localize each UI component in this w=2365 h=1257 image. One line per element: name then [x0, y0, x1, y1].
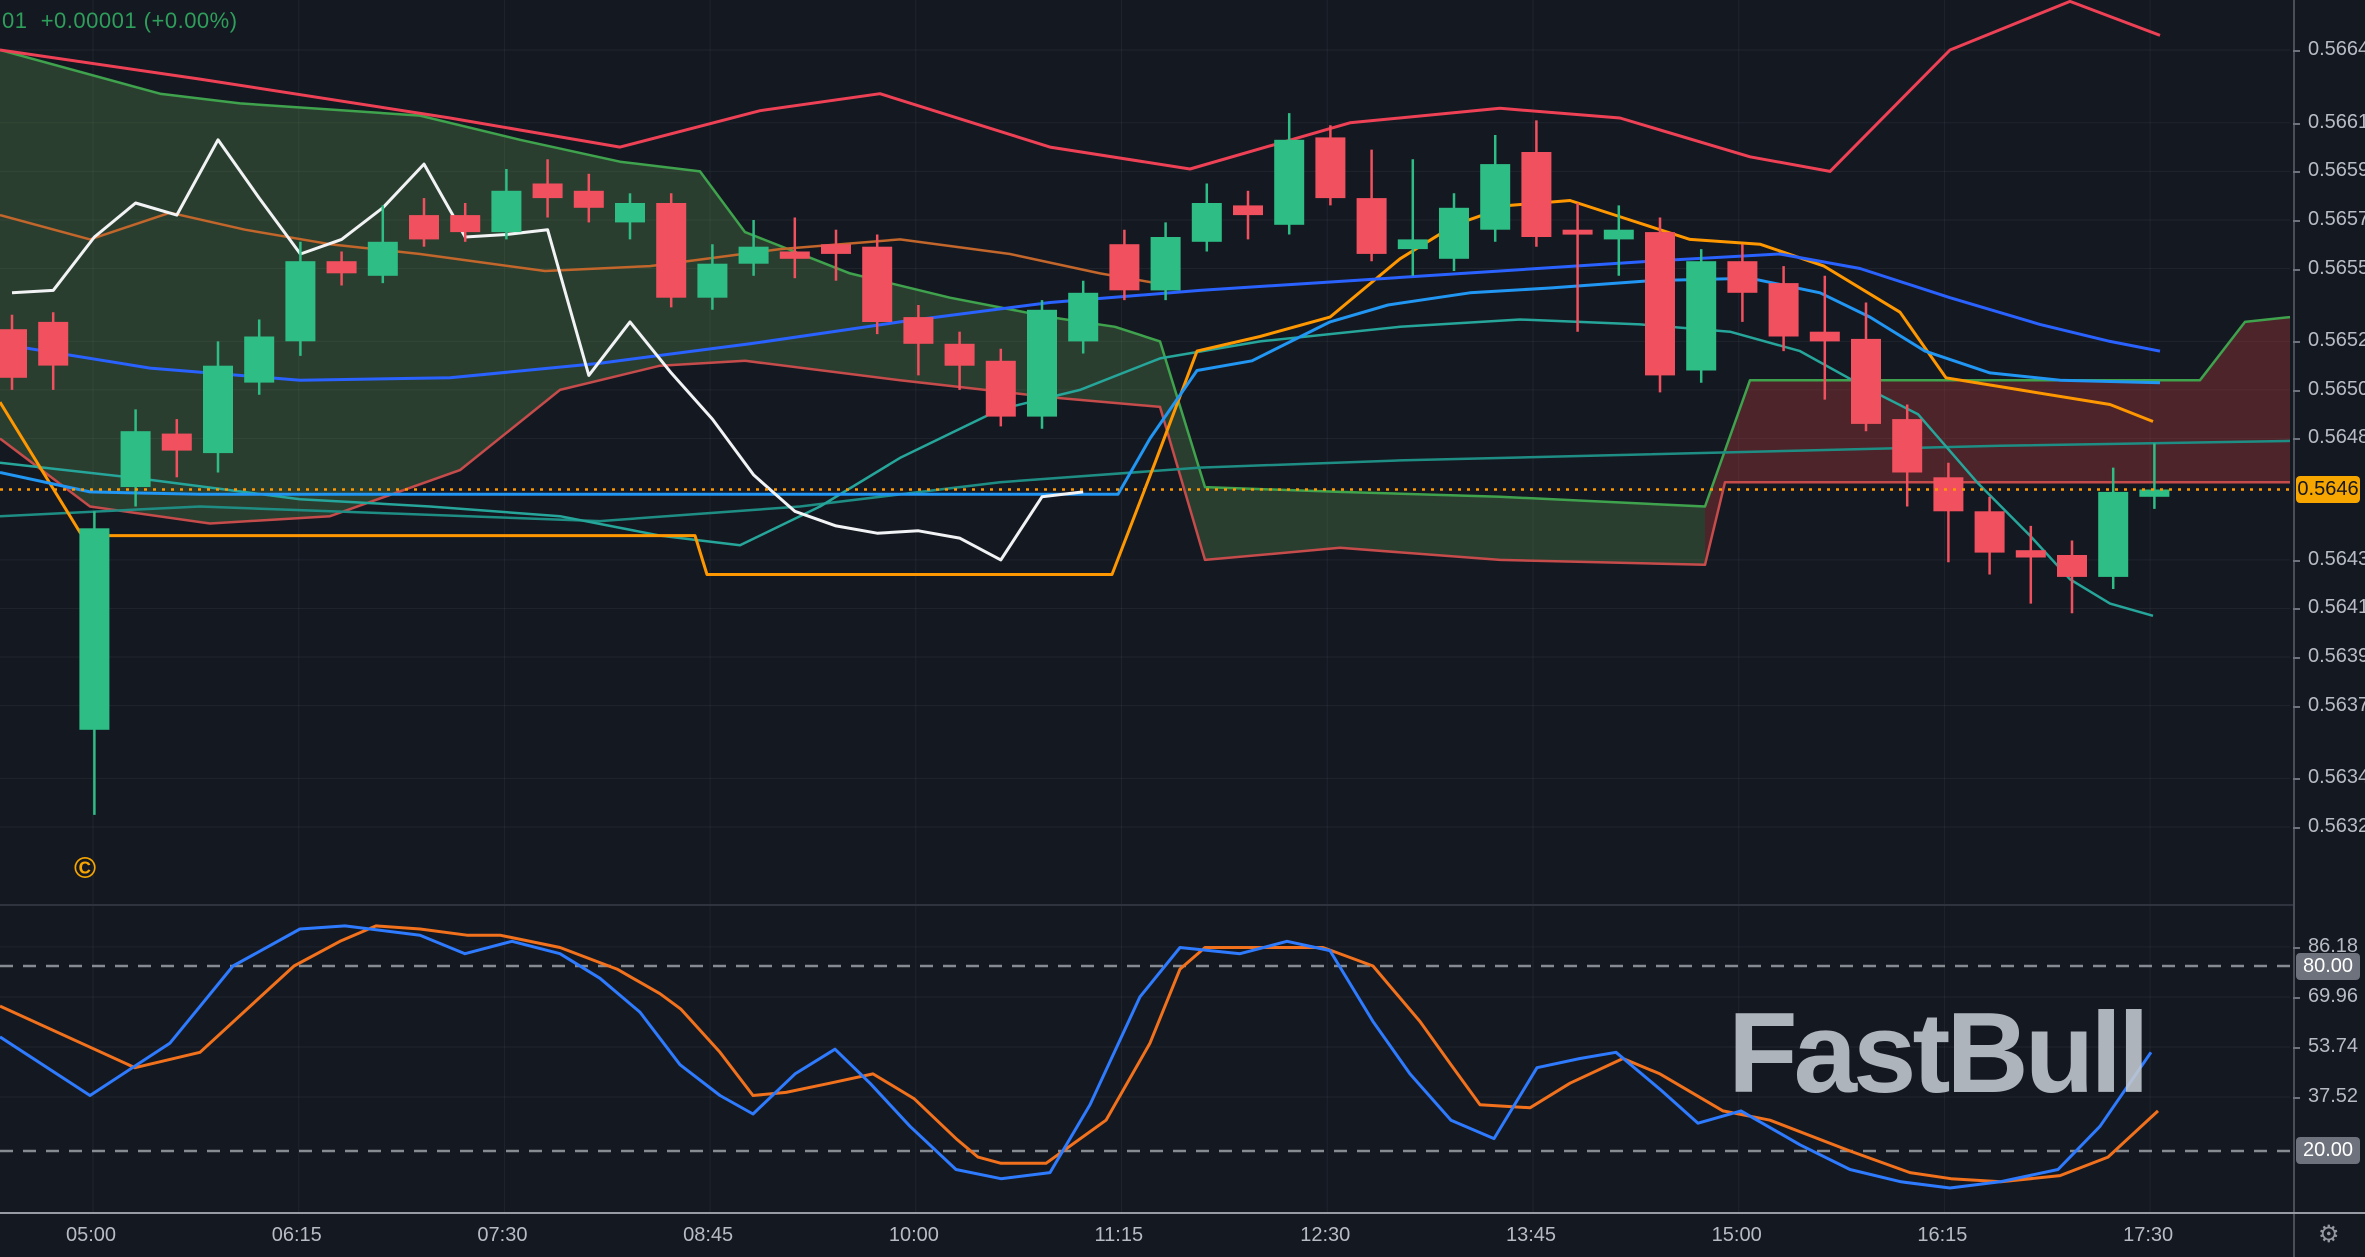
fastbull-watermark: FastBull	[1728, 990, 2150, 1117]
axis-tick	[2293, 657, 2300, 660]
axis-tick	[2293, 219, 2300, 222]
axis-tick	[2293, 946, 2300, 949]
price-axis-label: 0.5664	[2308, 38, 2365, 60]
price-axis-label: 0.5657	[2308, 207, 2365, 230]
time-axis-label: 05:00	[66, 1224, 117, 1246]
time-axis-label: 12:30	[1300, 1224, 1351, 1246]
price-axis[interactable]	[2294, 0, 2365, 1257]
price-axis-label: 0.5643	[2308, 547, 2365, 570]
time-axis-label: 17:30	[2123, 1224, 2174, 1246]
axis-tick	[2293, 826, 2300, 829]
price-axis-label: 0.5634	[2308, 766, 2365, 789]
price-axis-label: 0.5648	[2308, 426, 2365, 449]
time-axis-label: 10:00	[888, 1224, 939, 1246]
axis-tick	[2293, 341, 2300, 344]
time-axis-border	[0, 1212, 2365, 1214]
price-axis-label: 0.5652	[2308, 329, 2365, 352]
price-axis-label: 0.5655	[2308, 256, 2365, 279]
overbought-level-badge: 80.00	[2296, 952, 2360, 980]
sub-axis-label: 69.96	[2308, 984, 2359, 1007]
time-axis-label: 15:00	[1711, 1224, 1762, 1246]
axis-tick	[2293, 778, 2300, 781]
time-axis-label: 16:15	[1917, 1224, 1968, 1246]
time-axis-label: 11:15	[1094, 1224, 1144, 1246]
axis-tick	[2293, 559, 2300, 562]
axis-tick	[2293, 171, 2300, 174]
price-axis-label: 0.5661	[2308, 110, 2365, 133]
price-axis-label: 0.5659	[2308, 159, 2365, 182]
price-axis-label: 0.5637	[2308, 693, 2365, 716]
copyright-icon: ©	[74, 852, 97, 885]
sub-axis-label: 86.18	[2308, 934, 2359, 957]
axis-tick	[2293, 268, 2300, 271]
oversold-level-badge: 20.00	[2296, 1137, 2360, 1165]
symbol-change-readout: 01 +0.00001 (+0.00%)	[2, 8, 238, 33]
panel-separator[interactable]	[0, 904, 2293, 906]
price-axis-border	[2293, 0, 2295, 1257]
time-axis-label: 13:45	[1505, 1224, 1557, 1246]
time-axis-label: 07:30	[477, 1224, 528, 1246]
axis-tick	[2293, 996, 2300, 999]
price-axis-label: 0.5641	[2308, 596, 2365, 619]
axis-tick	[2293, 1046, 2300, 1049]
current-price-badge: 0.5646	[2296, 475, 2360, 503]
time-axis-label: 06:15	[271, 1224, 322, 1246]
axis-tick	[2293, 1096, 2300, 1099]
price-axis-label: 0.5650	[2308, 377, 2365, 400]
axis-tick	[2293, 438, 2300, 441]
axis-tick	[2293, 122, 2300, 125]
price-axis-label: 0.5639	[2308, 645, 2365, 668]
axis-tick	[2293, 608, 2300, 611]
sub-axis-label: 37.52	[2308, 1084, 2359, 1107]
axis-tick	[2293, 389, 2300, 392]
settings-gear-icon[interactable]: ⚙	[2318, 1221, 2340, 1248]
axis-tick	[2293, 705, 2300, 708]
axis-tick	[2293, 50, 2300, 52]
sub-axis-label: 53.74	[2308, 1034, 2359, 1057]
time-axis-label: 08:45	[683, 1224, 734, 1246]
price-axis-label: 0.5632	[2308, 814, 2365, 837]
